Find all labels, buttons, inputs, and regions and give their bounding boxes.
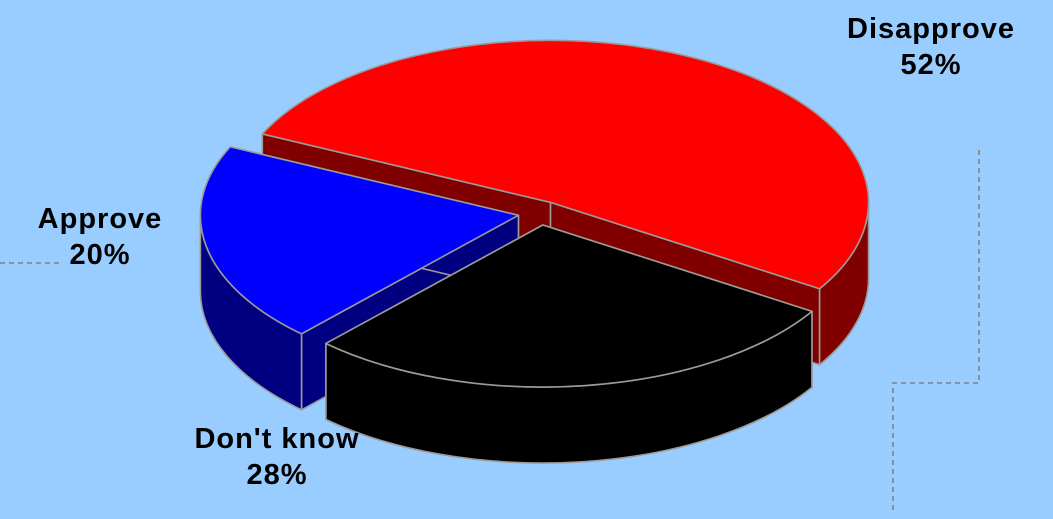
data-label-dont-know: Don't know 28% bbox=[122, 421, 432, 493]
data-label-approve: Approve 20% bbox=[0, 201, 205, 273]
pie-slice-don-t-know bbox=[325, 224, 813, 464]
slice-top-face bbox=[261, 39, 870, 290]
slice-name-dont-know: Don't know bbox=[194, 423, 360, 455]
slice-name-disapprove: Disapprove bbox=[847, 13, 1015, 45]
slice-value-dont-know: 28% bbox=[246, 459, 308, 491]
slice-name-approve: Approve bbox=[37, 203, 163, 235]
slice-value-approve: 20% bbox=[69, 239, 131, 271]
slice-top-face bbox=[199, 146, 520, 335]
slice-value-disapprove: 52% bbox=[900, 49, 962, 81]
data-label-disapprove: Disapprove 52% bbox=[796, 11, 1053, 83]
leader-line-disapprove bbox=[892, 150, 980, 514]
slice-top-face bbox=[325, 224, 813, 388]
